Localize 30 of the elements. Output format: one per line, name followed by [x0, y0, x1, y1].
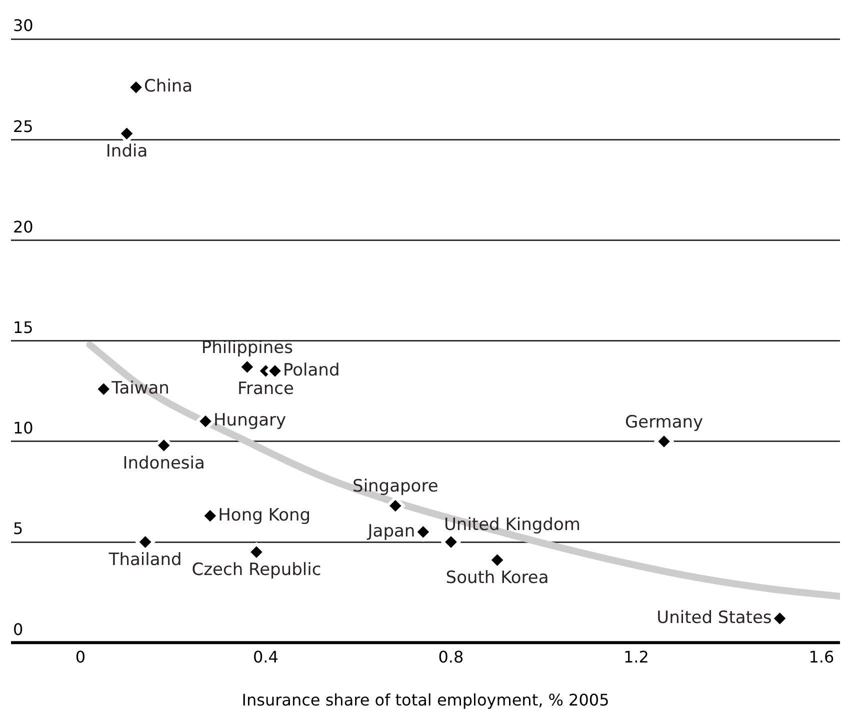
annotation: Hungary [214, 410, 286, 431]
x-tick-label: 0.4 [252, 647, 278, 666]
annotation: Hong Kong [218, 505, 311, 526]
x-tick-label: 0 [75, 647, 86, 666]
annotation: India [106, 141, 148, 162]
y-tick-label: 15 [13, 318, 34, 337]
annotation: Indonesia [122, 453, 205, 474]
x-tick-label: 0.8 [438, 647, 464, 666]
y-tick-label: 25 [13, 116, 34, 136]
y-tick-label: 5 [13, 519, 24, 538]
annotation: United States [656, 608, 772, 628]
annotation: Thailand [108, 550, 182, 570]
annotation: United Kingdom [444, 514, 580, 535]
x-tick-label: 1.6 [808, 647, 834, 666]
annotation: Singapore [352, 476, 438, 497]
annotation: Czech Republic [192, 560, 322, 580]
annotation: Taiwan [110, 378, 170, 399]
annotation: France [237, 378, 294, 399]
y-tick-label: 10 [13, 418, 34, 438]
annotation: Poland [282, 360, 340, 380]
annotation: Japan [366, 521, 416, 542]
annotation: Philippines [201, 338, 294, 358]
annotation: Germany [624, 412, 704, 432]
y-tick-label: 0 [13, 620, 24, 639]
x-axis-title: Insurance share of total employment, % 2005 [242, 690, 610, 710]
annotation: South Korea [446, 568, 549, 588]
x-tick-label: 1.2 [623, 647, 649, 666]
annotation: China [144, 76, 193, 97]
y-tick-label: 20 [13, 217, 34, 236]
y-tick-label: 30 [13, 16, 34, 36]
